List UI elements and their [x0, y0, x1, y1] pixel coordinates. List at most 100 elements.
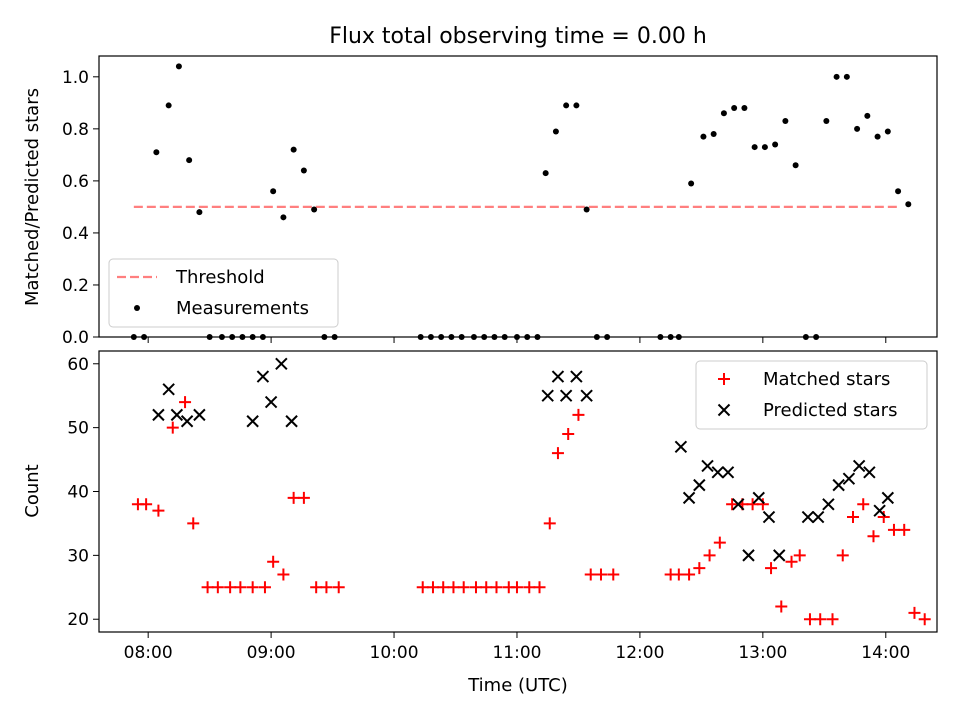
predicted-star-point [285, 415, 298, 428]
predicted-star-point [852, 459, 866, 473]
matched-star-point [713, 536, 726, 549]
bottom-xtick-label: 09:00 [247, 643, 296, 663]
measurement-point [552, 128, 559, 135]
matched-star-point [785, 555, 798, 568]
predicted-star-point [264, 395, 278, 409]
predicted-star-point [580, 389, 593, 402]
matched-star-point [437, 581, 450, 594]
measurement-point [731, 105, 738, 112]
measurement-point [563, 102, 570, 109]
legend-label: Threshold [175, 267, 265, 288]
matched-star-point [211, 581, 224, 594]
measurement-point [741, 105, 748, 112]
matched-star-point [607, 568, 620, 581]
measurement-point [280, 214, 287, 221]
matched-star-point [201, 581, 214, 594]
predicted-star-point [773, 549, 786, 562]
bottom-axes-frame [98, 350, 938, 633]
predicted-star-point [873, 504, 886, 517]
matched-star-point [857, 498, 870, 511]
measurement-point [573, 102, 580, 109]
bottom-xtick-label: 08:00 [124, 643, 173, 663]
matched-star-point [179, 396, 192, 409]
legend-predicted-swatch [717, 403, 731, 417]
legend-measurement-swatch [134, 305, 140, 311]
measurement-point [884, 128, 891, 135]
predicted-star-point [693, 478, 706, 492]
measurement-point [823, 118, 830, 125]
predicted-star-point [822, 498, 835, 511]
measurement-point [895, 188, 902, 195]
matched-star-point [310, 581, 323, 594]
top-ytick-label: 0.2 [62, 276, 89, 296]
bottom-ytick-label: 50 [67, 419, 89, 439]
measurement-point [864, 112, 871, 119]
matched-star-point [469, 581, 482, 594]
measurement-point [186, 157, 193, 164]
predicted-star-point [193, 408, 206, 422]
matched-star-point [320, 581, 333, 594]
top-ylabel: Matched/Predicted stars [22, 88, 43, 306]
matched-star-point [426, 581, 439, 594]
measurement-point [772, 141, 779, 148]
matched-star-point [756, 498, 769, 511]
matched-star-point [457, 581, 470, 594]
predicted-star-point [752, 491, 765, 505]
predicted-star-point [801, 510, 815, 524]
bottom-xtick-label: 12:00 [615, 643, 664, 663]
matched-star-point [803, 613, 816, 626]
bottom-ytick-label: 20 [67, 610, 89, 630]
measurement-point [792, 162, 799, 169]
chart-title: Flux total observing time = 0.00 h [329, 24, 707, 49]
measurement-point [782, 118, 789, 125]
top-ytick-label: 1.0 [62, 68, 89, 88]
matched-star-point [814, 613, 827, 626]
matched-star-point [258, 581, 271, 594]
top-legend-box [108, 258, 339, 328]
bottom-ytick-label: 40 [67, 483, 89, 503]
predicted-star-point [711, 466, 724, 479]
measurement-point [175, 63, 182, 70]
bottom-xtick-label: 11:00 [492, 643, 541, 663]
predicted-star-point [674, 440, 688, 454]
predicted-star-point [732, 498, 745, 511]
matched-star-point [562, 428, 575, 441]
measurement-point [710, 131, 717, 138]
predicted-star-point [721, 466, 735, 479]
measurement-point [761, 144, 768, 151]
bottom-legend: Matched stars Predicted stars [695, 360, 928, 430]
top-legend: Threshold Measurements [108, 258, 339, 328]
legend-label: Measurements [176, 298, 309, 319]
matched-star-point [672, 568, 685, 581]
matched-star-point [297, 491, 310, 504]
matched-star-point [765, 562, 778, 575]
matched-star-point [140, 498, 153, 511]
measurement-point [700, 133, 707, 140]
matched-star-point [543, 517, 556, 530]
top-ytick-label: 0.8 [62, 120, 89, 140]
top-plot: 0.0 0.2 0.4 0.6 0.8 1.0 Threshold Measurements [62, 55, 938, 348]
predicted-star-point [701, 459, 714, 473]
predicted-star-point [152, 408, 165, 422]
bottom-ytick-label: 60 [67, 355, 89, 375]
matched-star-point [683, 568, 696, 581]
predicted-star-point [541, 389, 554, 402]
matched-star-point [572, 408, 585, 421]
bottom-ytick-label: 30 [67, 546, 89, 566]
predicted-star-point [180, 415, 194, 428]
predicted-star-point [559, 389, 573, 402]
predicted-star-point [275, 357, 288, 370]
matched-star-point [332, 581, 345, 594]
bottom-legend-box [695, 360, 928, 430]
predicted-star-point [762, 510, 776, 524]
matched-star-point [846, 511, 859, 524]
legend-label: Predicted stars [763, 400, 897, 421]
matched-star-point [826, 613, 839, 626]
matched-star-point [287, 491, 300, 504]
matched-star-point [234, 581, 247, 594]
matched-star-point [918, 613, 931, 626]
bottom-xlabel: Time (UTC) [467, 675, 568, 696]
matched-star-point [152, 504, 165, 517]
matched-star-point [533, 581, 546, 594]
